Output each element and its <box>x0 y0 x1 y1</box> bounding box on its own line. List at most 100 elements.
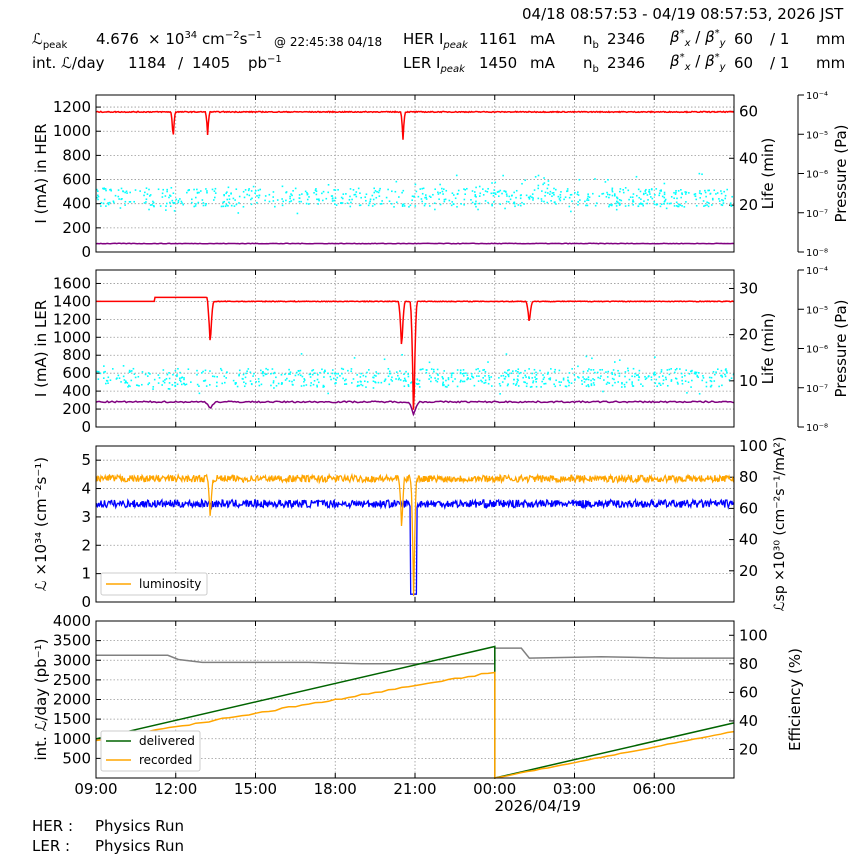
lifetime-point <box>454 197 457 200</box>
lifetime-point <box>416 383 419 386</box>
lifetime-point <box>356 385 359 388</box>
lifetime-point <box>562 378 565 381</box>
lifetime-point <box>723 190 725 193</box>
lifetime-point <box>519 204 522 207</box>
lifetime-point <box>614 374 616 376</box>
lifetime-point <box>322 386 325 388</box>
lifetime-point <box>422 187 425 190</box>
lifetime-point <box>523 381 525 383</box>
lifetime-point <box>514 205 516 208</box>
y-tick-label: 600 <box>62 364 91 382</box>
lifetime-point <box>353 357 356 359</box>
lifetime-point <box>105 382 107 385</box>
lifetime-point <box>216 381 218 384</box>
lifetime-point <box>345 193 347 195</box>
lifetime-point <box>428 361 431 364</box>
lifetime-point <box>624 205 627 207</box>
lifetime-point <box>478 202 481 205</box>
lifetime-point <box>318 199 320 202</box>
lifetime-point <box>651 188 653 191</box>
lifetime-point <box>493 201 495 203</box>
lifetime-point <box>411 199 413 202</box>
lifetime-point <box>587 193 589 196</box>
lifetime-point <box>529 386 532 388</box>
lifetime-point <box>179 379 181 381</box>
lifetime-point <box>535 371 537 374</box>
lifetime-point <box>534 378 537 381</box>
lifetime-point <box>507 373 509 376</box>
lifetime-point <box>365 386 367 388</box>
lifetime-point <box>698 172 701 175</box>
lifetime-point <box>331 200 334 202</box>
lifetime-point <box>126 192 128 194</box>
lifetime-point <box>594 178 596 180</box>
lifetime-point <box>357 187 360 190</box>
lifetime-point <box>407 384 410 386</box>
her-beta-unit: mm <box>816 30 846 48</box>
y-tick-label: 1000 <box>53 122 91 140</box>
lifetime-point <box>716 192 719 194</box>
lifetime-point <box>484 370 487 373</box>
lifetime-point <box>693 193 696 196</box>
ler-beta-y: / 1 <box>770 54 790 72</box>
ler-ipeak-value: 1450 <box>479 54 518 72</box>
lifetime-point <box>245 382 247 385</box>
lifetime-point <box>264 199 266 202</box>
lifetime-point <box>502 374 505 377</box>
lifetime-point <box>327 191 330 194</box>
lifetime-point <box>470 199 472 201</box>
lifetime-point <box>323 371 325 373</box>
lifetime-point <box>499 393 501 395</box>
legend-label-luminosity: luminosity <box>139 577 201 591</box>
lifetime-point <box>620 386 623 388</box>
lifetime-point <box>620 199 623 202</box>
pressure-line <box>95 242 735 245</box>
lifetime-point <box>573 379 576 381</box>
lifetime-point <box>384 378 387 381</box>
lifetime-point <box>701 379 704 382</box>
lifetime-point <box>674 377 677 380</box>
lifetime-point <box>177 199 180 202</box>
lifetime-point <box>414 183 417 186</box>
lifetime-point <box>675 205 678 207</box>
lifetime-point <box>202 202 205 204</box>
lifetime-point <box>141 383 143 386</box>
lifetime-point <box>389 372 392 375</box>
lifetime-point <box>587 385 590 388</box>
lifetime-point <box>464 193 466 195</box>
lifetime-point <box>190 381 192 383</box>
lifetime-point <box>139 190 141 192</box>
y-tick-label: 1000 <box>53 328 91 346</box>
lifetime-point <box>706 201 708 204</box>
lifetime-point <box>315 188 317 190</box>
lifetime-point <box>288 373 290 375</box>
lifetime-point <box>619 190 621 193</box>
lifetime-point <box>103 188 105 190</box>
lifetime-point <box>99 372 102 375</box>
lifetime-point <box>223 381 226 384</box>
lifetime-point <box>349 188 352 190</box>
lifetime-point <box>249 380 252 382</box>
lifetime-point <box>507 201 510 203</box>
lifetime-point <box>612 369 615 371</box>
lifetime-point <box>442 383 444 385</box>
lifetime-point <box>504 207 506 210</box>
lifetime-point <box>350 368 353 370</box>
lifetime-point <box>174 369 177 372</box>
lifetime-point <box>568 381 571 384</box>
lifetime-point <box>443 384 445 386</box>
lifetime-point <box>697 376 699 379</box>
lifetime-point <box>496 191 499 193</box>
lifetime-point <box>703 205 705 207</box>
lifetime-point <box>177 367 179 370</box>
lifetime-point <box>211 375 214 378</box>
lifetime-point <box>597 376 599 379</box>
lifetime-point <box>385 196 388 199</box>
lifetime-point <box>484 375 486 377</box>
lifetime-point <box>277 382 280 385</box>
lifetime-point <box>244 189 247 191</box>
lifetime-point <box>202 370 204 373</box>
lifetime-point <box>638 203 641 205</box>
lifetime-point <box>289 371 292 373</box>
lifetime-point <box>387 188 389 191</box>
